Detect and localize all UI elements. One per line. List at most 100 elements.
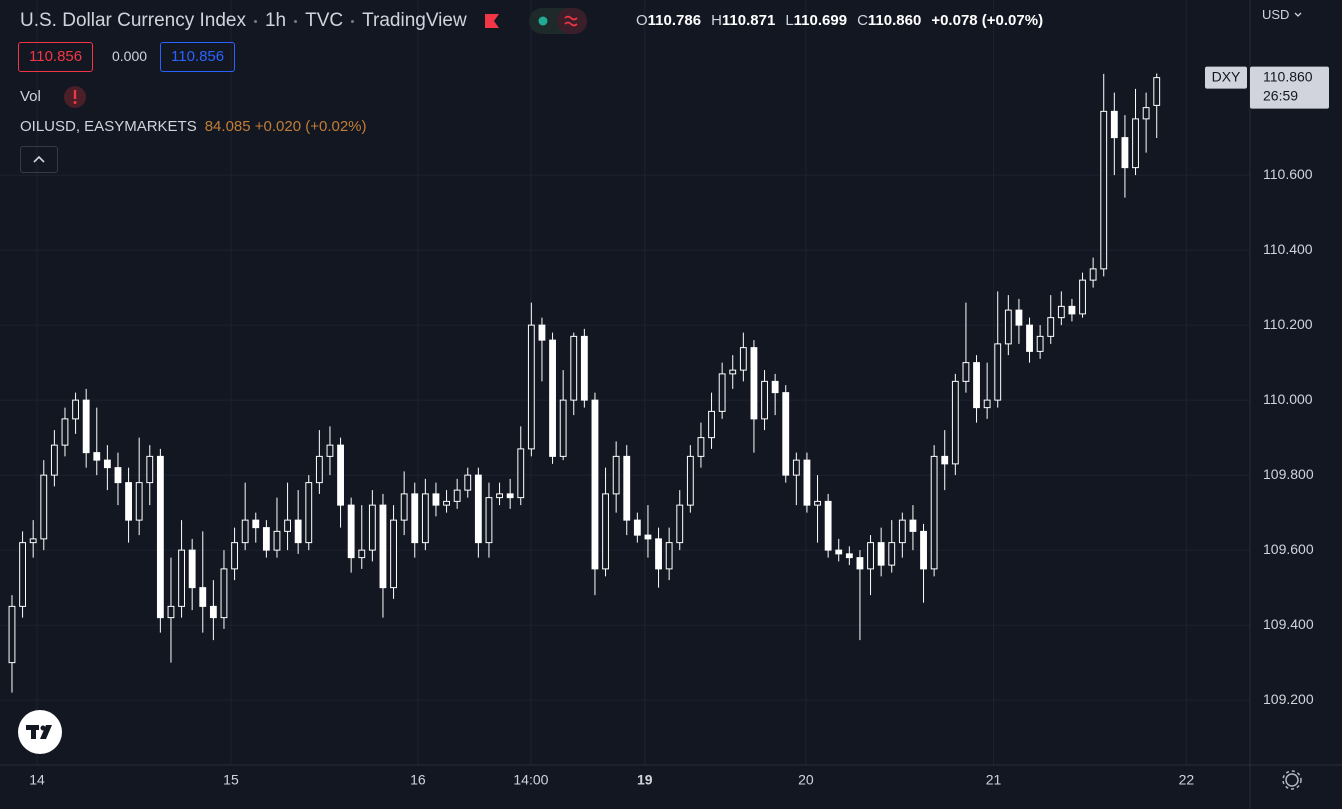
ohlc-legend: O110.786 H110.871 L110.699 C110.860 +0.0… — [636, 12, 1043, 29]
candle-body — [803, 459, 811, 506]
candle-body — [1036, 335, 1044, 352]
buy-button[interactable]: 110.856 — [160, 42, 236, 72]
candle-body — [315, 455, 323, 484]
x-tick-label: 20 — [798, 772, 814, 788]
candle-body — [1026, 324, 1033, 352]
ohlc-item: L110.699 — [785, 12, 847, 29]
candle-body — [273, 530, 281, 551]
candle-body — [411, 493, 419, 544]
candle-body — [909, 519, 917, 532]
flag-icon[interactable] — [483, 12, 501, 30]
market-status[interactable] — [528, 8, 587, 34]
candle-body — [231, 542, 238, 570]
collapse-button[interactable] — [20, 146, 58, 173]
symbol-title[interactable]: U.S. Dollar Currency Index 1h TVC Tradin… — [20, 8, 587, 34]
y-tick-label: 110.400 — [1263, 241, 1313, 257]
candle-body — [644, 534, 652, 540]
candle-body — [1110, 110, 1118, 139]
candle-body — [1068, 305, 1076, 315]
ohlc-item: H110.871 — [711, 12, 775, 29]
candle-body — [50, 444, 58, 476]
candle-body — [1047, 317, 1055, 337]
title-part: U.S. Dollar Currency Index — [20, 10, 246, 31]
candle-body — [750, 347, 758, 420]
candle-body — [294, 519, 302, 544]
symbol-tag-bg — [1205, 66, 1247, 89]
x-tick-label: 15 — [223, 772, 239, 788]
x-tick-label: 14:00 — [513, 772, 548, 788]
candle-body — [241, 519, 249, 544]
candle-body — [199, 587, 207, 607]
candle-body — [559, 399, 567, 457]
compare-symbol: OILUSD, EASYMARKETS — [20, 118, 197, 135]
x-tick-label: 22 — [1179, 772, 1195, 788]
candle-body — [1079, 279, 1086, 315]
ohlc-value: 110.786 — [647, 12, 702, 29]
candle-body — [824, 500, 832, 551]
settings-icon[interactable] — [1282, 770, 1302, 790]
candle-body — [1142, 107, 1150, 120]
candle-body — [156, 455, 164, 619]
candle-body — [135, 482, 143, 521]
candle-body — [284, 519, 291, 532]
currency-selector[interactable]: USD — [1262, 7, 1303, 22]
warning-icon[interactable] — [63, 85, 87, 109]
x-tick-label: 14 — [29, 772, 45, 788]
ohlc-value: 110.699 — [793, 12, 848, 29]
candle-body — [633, 519, 641, 536]
candle-body — [188, 549, 196, 589]
candle-body — [506, 493, 514, 499]
compare-legend: OILUSD, EASYMARKETS 84.085 +0.020 (+0.02%… — [20, 118, 367, 135]
candle-body — [782, 392, 790, 476]
candle-body — [178, 549, 185, 607]
candle-body — [72, 399, 79, 420]
separator — [351, 19, 355, 23]
candle-body — [474, 474, 482, 544]
separator — [294, 19, 298, 23]
candle-body — [835, 549, 843, 555]
candle-body — [676, 504, 684, 544]
volume-label: Vol — [20, 87, 41, 105]
candle-body — [19, 542, 26, 607]
candle-body — [82, 399, 90, 454]
candle-body — [103, 459, 111, 469]
title-part: TradingView — [362, 10, 467, 31]
separator — [253, 19, 257, 23]
candle-body — [761, 380, 768, 420]
candle-body — [877, 542, 885, 566]
candle-body — [379, 504, 387, 589]
candle-body — [8, 605, 16, 664]
candle-body — [729, 369, 737, 375]
ohlc-item: O110.786 — [636, 12, 701, 29]
ohlc-key: C — [857, 12, 868, 29]
candle-body — [962, 362, 970, 382]
candle-body — [305, 482, 313, 544]
currency-label: USD — [1262, 7, 1290, 22]
candle-body — [421, 493, 429, 544]
candle-body — [898, 519, 906, 544]
last-price-label: 110.860 — [1263, 68, 1313, 84]
candle-body — [856, 557, 864, 570]
candle-body — [167, 605, 175, 619]
candle-body — [347, 504, 355, 559]
volume-legend: Vol — [20, 85, 87, 109]
candle-body — [814, 500, 821, 506]
ohlc-key: L — [785, 12, 794, 29]
ohlc-key: O — [636, 12, 648, 29]
candle-body — [665, 542, 673, 570]
candle-body — [920, 530, 927, 570]
sell-button[interactable]: 110.856 — [18, 42, 94, 72]
candle-body — [358, 549, 366, 559]
candle-body — [114, 467, 122, 484]
y-tick-label: 109.400 — [1263, 616, 1314, 632]
candle-body — [686, 455, 694, 506]
candle-body — [390, 519, 397, 589]
x-tick-label: 19 — [637, 772, 653, 788]
candle-body — [1015, 309, 1023, 326]
candle-body — [951, 380, 959, 465]
candle-body — [29, 538, 37, 544]
candle-body — [527, 324, 535, 450]
candle-body — [252, 519, 260, 529]
